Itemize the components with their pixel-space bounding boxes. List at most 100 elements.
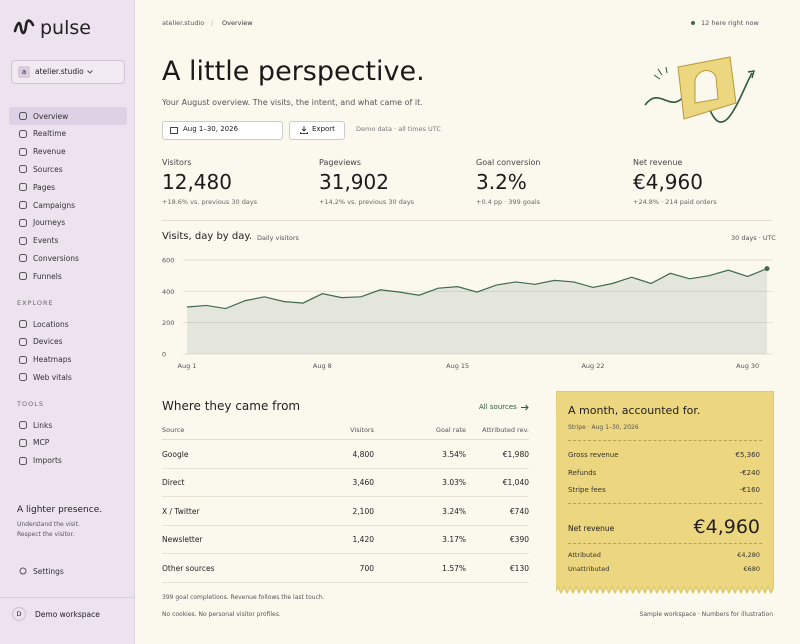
workspace-name: atelier.studio: [35, 67, 84, 76]
chart-title: Visits, day by day.: [162, 231, 253, 242]
chevron: [87, 70, 93, 74]
kpi-delta: +14.2% vs. previous 30 days: [319, 198, 415, 206]
workspace-switcher[interactable]: [11, 60, 125, 84]
divider: [162, 496, 529, 498]
kpi-label: Net revenue: [633, 158, 683, 167]
nav-icon: [19, 438, 27, 447]
cell: 1,420: [352, 535, 374, 545]
nav-item[interactable]: Funnels: [9, 267, 127, 285]
nav-label: Overview: [33, 111, 69, 121]
divider: [568, 543, 762, 544]
column-header: Source: [162, 426, 185, 434]
demo-note: Demo data · all times UTC: [356, 125, 441, 133]
y-tick-label: 200: [162, 319, 174, 327]
x-tick-label: Aug 22: [581, 362, 604, 370]
nav-icon: [19, 129, 27, 138]
nav-icon: [19, 147, 27, 156]
nav-item[interactable]: Conversions: [9, 249, 127, 267]
footer-avatar: D: [12, 607, 26, 621]
cell: X / Twitter: [162, 506, 200, 516]
nav-icon: [19, 337, 27, 346]
logo: [13, 19, 35, 35]
kpi-value: €4,960: [633, 170, 703, 194]
split-value: €4,280: [737, 551, 760, 559]
kpi-label: Visitors: [162, 158, 192, 167]
nav-item[interactable]: Devices: [9, 333, 127, 351]
line: [186, 268, 768, 310]
x-tick-label: Aug 15: [446, 362, 469, 370]
nav-item[interactable]: Overview: [9, 107, 127, 125]
all-sources-link[interactable]: All sources: [479, 403, 517, 411]
section-title: Where they came from: [162, 399, 301, 413]
calendar-icon: [170, 127, 178, 134]
nav-label: Campaigns: [33, 200, 76, 210]
kpi-delta: +18.6% vs. previous 30 days: [162, 198, 258, 206]
nav-item[interactable]: Pages: [9, 178, 127, 196]
nav-item[interactable]: Revenue: [9, 143, 127, 161]
nav-item[interactable]: Imports: [9, 452, 127, 470]
statement-value: -€160: [739, 486, 760, 494]
divider: [162, 439, 529, 440]
date-picker[interactable]: [162, 121, 283, 140]
nav-label: Realtime: [33, 129, 67, 139]
divider: [0, 597, 135, 598]
nav-icon: [19, 218, 27, 227]
x-tick-label: Aug 30: [736, 362, 759, 370]
nav-item[interactable]: Sources: [9, 160, 127, 178]
nav-label: MCP: [33, 438, 50, 448]
cell: 1.57%: [442, 563, 466, 573]
breadcrumb: Overview: [222, 19, 253, 27]
nav-item[interactable]: Realtime: [9, 125, 127, 143]
nav-item[interactable]: Locations: [9, 315, 127, 333]
chart-subtitle: Daily visitors: [257, 234, 299, 242]
promo-line: Respect the visitor.: [17, 531, 75, 538]
cell: Other sources: [162, 563, 215, 573]
nav-icon: [19, 254, 27, 263]
y-tick-label: 600: [162, 257, 174, 265]
promo-title: A lighter presence.: [17, 505, 103, 515]
card-bg: [556, 391, 774, 595]
nav-label: Web vitals: [33, 372, 72, 382]
divider: [162, 524, 529, 526]
nav-label: Funnels: [33, 271, 62, 281]
date-range: Aug 1–30, 2026: [183, 125, 239, 133]
cell: 700: [359, 563, 374, 573]
cell: €390: [509, 535, 529, 545]
cell: Google: [162, 450, 189, 459]
divider: [162, 468, 529, 469]
export-button[interactable]: [289, 121, 345, 140]
nav-icon: [19, 112, 27, 120]
net-value: €4,960: [693, 516, 760, 538]
nav-item[interactable]: Web vitals: [9, 368, 127, 386]
nav-label: Sources: [33, 164, 63, 174]
divider: [568, 440, 762, 441]
statement-value: -€240: [739, 468, 760, 477]
kpi-value: 31,902: [319, 170, 389, 194]
nav-item[interactable]: MCP: [9, 434, 127, 452]
breadcrumb-sep: /: [211, 19, 214, 27]
nav-item[interactable]: Campaigns: [9, 196, 127, 214]
footer-workspace: Demo workspace: [35, 610, 100, 619]
cell: 3.03%: [442, 478, 466, 488]
breadcrumb[interactable]: atelier.studio: [162, 19, 205, 27]
card-title: A month, accounted for.: [568, 404, 701, 417]
nav-item[interactable]: Journeys: [9, 214, 127, 232]
cell: 3,460: [352, 478, 374, 488]
page-title: A little perspective.: [162, 56, 425, 87]
divider: [568, 503, 762, 504]
section-heading: EXPLORE: [17, 299, 54, 307]
last-point: [764, 266, 770, 272]
nav-label: Links: [33, 420, 53, 430]
nav-item[interactable]: Heatmaps: [9, 351, 127, 369]
sidebar: pulse a atelier.studio Overview Realtime R…: [0, 0, 135, 644]
nav-label: Heatmaps: [33, 355, 72, 365]
nav-item[interactable]: Events: [9, 232, 127, 250]
download-icon: [300, 126, 308, 134]
nav-item[interactable]: Links: [9, 416, 127, 434]
nav-label: Devices: [33, 337, 63, 347]
settings[interactable]: Settings: [9, 562, 127, 580]
kpi-delta: +24.8% · 214 paid orders: [633, 198, 717, 206]
status-dot: [691, 21, 695, 25]
footer-note: Sample workspace · Numbers for illustrat…: [639, 611, 773, 618]
